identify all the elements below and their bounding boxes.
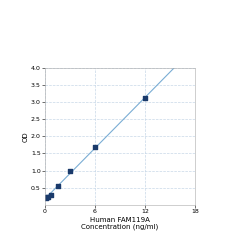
Point — [44, 196, 48, 200]
Point — [56, 184, 60, 188]
Point — [49, 193, 53, 197]
X-axis label: Human FAM119A
Concentration (ng/ml): Human FAM119A Concentration (ng/ml) — [82, 217, 159, 230]
Point — [93, 145, 97, 149]
Point — [44, 195, 48, 199]
Y-axis label: OD: OD — [22, 131, 28, 141]
Point — [143, 96, 147, 100]
Point — [46, 194, 50, 198]
Point — [68, 168, 72, 172]
